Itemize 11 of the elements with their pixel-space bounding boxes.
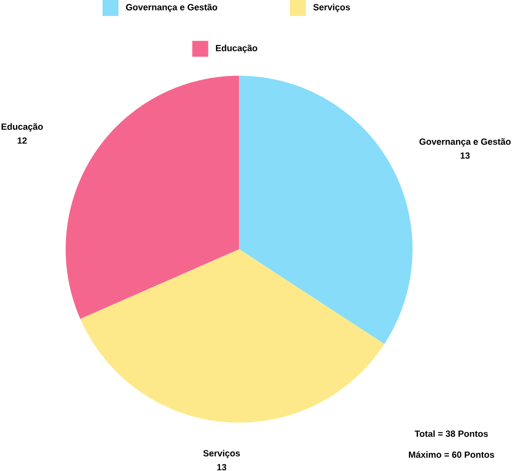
text: Total = 38 Pontos <box>414 430 488 437</box>
slice-label: Serviços <box>203 450 240 458</box>
legend-label: Serviços <box>313 4 350 12</box>
slice-label: Governança e Gestão <box>419 138 511 146</box>
data-label: 13 <box>217 464 226 470</box>
legend-label: Educação <box>216 44 258 53</box>
text: Máximo = 60 Pontos <box>408 451 494 458</box>
data-label: 12 <box>18 137 27 144</box>
data-label: 13 <box>460 152 470 159</box>
slice-label: Educação <box>2 123 43 132</box>
legend-label: Governança e Gestão <box>126 4 218 12</box>
